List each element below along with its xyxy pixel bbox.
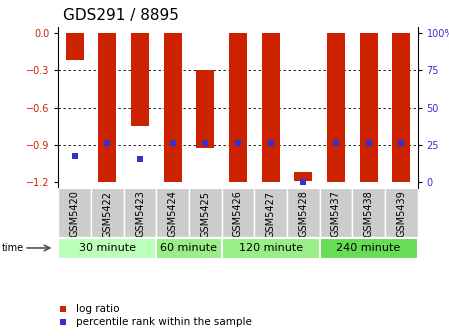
Text: 60 minute: 60 minute	[160, 243, 217, 253]
Bar	[58, 238, 156, 259]
Text: GSM5439: GSM5439	[396, 191, 406, 237]
Bar	[254, 188, 287, 237]
Bar	[156, 188, 189, 237]
Text: GDS291 / 8895: GDS291 / 8895	[63, 8, 179, 24]
Text: GSM5428: GSM5428	[298, 191, 308, 238]
Bar	[320, 238, 418, 259]
Bar	[294, 172, 312, 181]
Bar	[66, 33, 84, 60]
Text: GSM5427: GSM5427	[266, 191, 276, 238]
Text: GSM5437: GSM5437	[331, 191, 341, 238]
Text: GSM5426: GSM5426	[233, 191, 243, 238]
Bar	[385, 188, 418, 237]
Bar	[229, 33, 247, 182]
Bar	[131, 33, 149, 126]
Legend: log ratio, percentile rank within the sample: log ratio, percentile rank within the sa…	[59, 304, 251, 327]
Text: GSM5438: GSM5438	[364, 191, 374, 237]
Bar	[222, 238, 320, 259]
Bar	[189, 188, 222, 237]
Text: GSM5424: GSM5424	[167, 191, 178, 238]
Bar	[320, 188, 352, 237]
Text: time: time	[2, 243, 24, 253]
Bar	[360, 33, 378, 182]
Bar	[91, 188, 123, 237]
Text: GSM5420: GSM5420	[70, 191, 79, 238]
Text: GSM5423: GSM5423	[135, 191, 145, 238]
Text: GSM5425: GSM5425	[200, 191, 210, 238]
Bar	[327, 33, 345, 182]
Bar	[392, 33, 410, 182]
Bar	[164, 33, 182, 182]
Bar	[123, 188, 156, 237]
Bar	[156, 238, 222, 259]
Bar	[98, 33, 116, 182]
Text: 240 minute: 240 minute	[336, 243, 401, 253]
Bar	[222, 188, 254, 237]
Text: GSM5422: GSM5422	[102, 191, 112, 238]
Bar	[196, 70, 214, 149]
Bar	[352, 188, 385, 237]
Bar	[287, 188, 320, 237]
Bar	[262, 33, 280, 182]
Bar	[58, 188, 91, 237]
Text: 30 minute: 30 minute	[79, 243, 136, 253]
Text: 120 minute: 120 minute	[238, 243, 303, 253]
